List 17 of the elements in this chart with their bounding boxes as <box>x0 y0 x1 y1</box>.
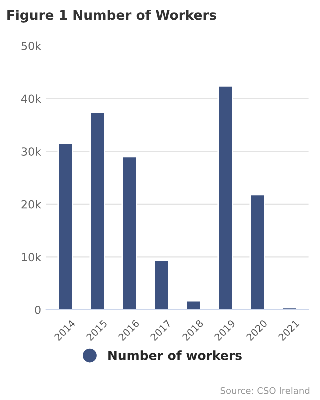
y-tick-label: 10k <box>22 252 42 262</box>
bar <box>58 142 74 310</box>
bar <box>282 307 298 310</box>
y-tick-label: 30k <box>22 147 42 156</box>
bar <box>90 112 106 310</box>
bar <box>186 300 202 310</box>
y-tick-label: 20k <box>22 200 42 209</box>
source-note: Source: CSO Ireland <box>220 387 310 394</box>
y-tick-label: 0 <box>35 306 41 314</box>
legend-label: Number of workers <box>108 350 242 360</box>
bar <box>122 156 138 310</box>
y-tick-label: 50k <box>22 42 42 50</box>
bar <box>250 194 266 310</box>
bar <box>154 260 170 310</box>
y-tick-label: 40k <box>22 94 42 104</box>
bar <box>218 85 234 310</box>
chart-title: Figure 1 Number of Workers <box>8 10 216 23</box>
